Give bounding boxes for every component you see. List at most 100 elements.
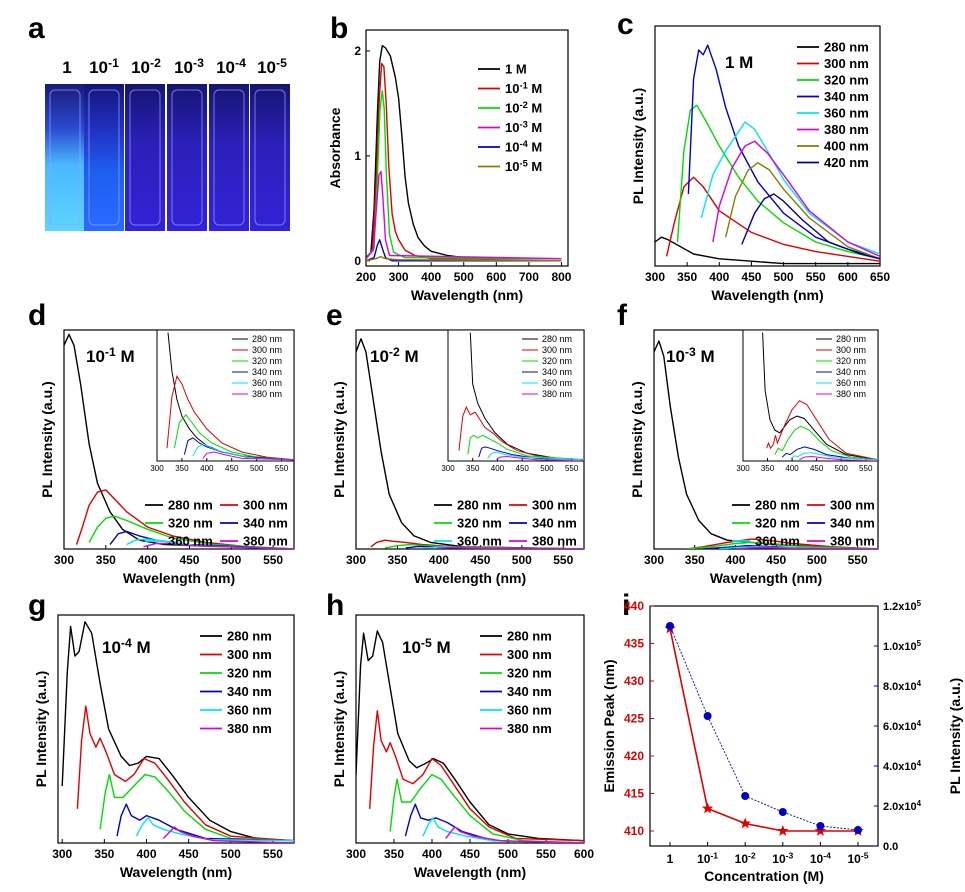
inset-x-tick-label: 500: [540, 464, 554, 473]
vial-label-1e-2: 10-2: [131, 56, 161, 77]
x-tick-label: 300: [389, 270, 409, 284]
x-tick-label: 300: [346, 847, 366, 861]
inset-frame: [447, 329, 585, 462]
inset-legend-label: 300 nm: [836, 345, 866, 355]
y-axis-label: PL Intensity (a.u.): [630, 88, 646, 204]
legend-label: 280 nm: [755, 498, 800, 513]
x-tick-label: 200: [356, 270, 376, 284]
series-line-1-M: [366, 45, 562, 260]
vial-label-1: 1: [62, 58, 71, 77]
series-line-300-nm: [369, 710, 584, 842]
vial-1e-5: [250, 84, 290, 231]
inset-x-tick-label: 550: [275, 464, 289, 473]
circle-marker: [666, 622, 674, 630]
series-line-380-nm: [712, 140, 880, 258]
inset-legend-label: 380 nm: [252, 389, 282, 399]
legend-label: 300 nm: [532, 498, 577, 513]
x-tick-label: 300: [52, 847, 72, 861]
legend-label: 400 nm: [824, 139, 869, 154]
series-line-280-nm: [64, 333, 294, 549]
series-line-320-nm: [686, 541, 878, 549]
legend-label: 280 nm: [457, 498, 502, 513]
x-tick-label: 10-1: [697, 851, 718, 866]
y-left-tick-label: 430: [624, 674, 644, 688]
x-tick-label: 450: [766, 553, 786, 567]
circle-marker: [703, 712, 712, 720]
series-line-10-4-M: [366, 239, 562, 262]
x-tick-label: 300: [645, 270, 665, 284]
concentration-label: 10-2 M: [370, 345, 419, 366]
x-tick-label: 450: [179, 847, 199, 861]
y-left-tick-label: 435: [624, 637, 644, 651]
x-tick-label: 10-3: [772, 851, 793, 866]
panel-g-letter: g: [28, 589, 46, 622]
x-tick-label: 350: [677, 270, 697, 284]
inset-x-tick-label: 350: [466, 464, 480, 473]
y-axis-label: Absorbance: [327, 107, 343, 188]
panel-h-chart: 300 350 400 450 500 550 600 Wavelength (nm) PL I…: [331, 614, 594, 880]
legend-label: 380 nm: [243, 534, 288, 549]
inset-series-line: [469, 332, 584, 461]
panel-f-chart: 300 350 400 450 500 550 Wavelength (nm) PL Inte…: [629, 329, 879, 586]
x-tick-label: 400: [725, 553, 745, 567]
legend-label: 320 nm: [457, 516, 502, 531]
vial-label-1e-4: 10-4: [216, 56, 246, 77]
legend-label: 10-4 M: [505, 139, 542, 155]
legend-label: 300 nm: [507, 647, 552, 662]
x-tick-label: 400: [422, 847, 442, 861]
vial-label-1e-3: 10-3: [174, 56, 204, 77]
concentration-label: 10-3 M: [666, 345, 715, 366]
series-line-280-nm: [655, 236, 880, 265]
panel-b-letter: b: [330, 12, 348, 45]
inset-x-tick-label: 500: [835, 464, 849, 473]
x-tick-label: 450: [741, 270, 761, 284]
x-axis-label: Wavelength (nm): [120, 864, 232, 880]
series-line-380-nm: [437, 547, 584, 549]
y-axis-label: PL Intensity (a.u.): [629, 381, 645, 497]
panel-i-letter: i: [622, 589, 630, 622]
legend-label: 320 nm: [507, 666, 552, 681]
legend-label: 340 nm: [227, 684, 272, 699]
x-tick-label: 600: [838, 270, 858, 284]
x-tick-label: 300: [54, 553, 74, 567]
legend-label: 380 nm: [830, 534, 875, 549]
legend-label: 380 nm: [824, 122, 869, 137]
series-line-300-nm: [75, 489, 294, 549]
y-right-tick-label: 4.0x104: [883, 759, 922, 773]
star-marker: [814, 825, 827, 836]
circle-marker: [854, 826, 862, 834]
legend-label: 320 nm: [755, 516, 800, 531]
inset-series-line: [202, 451, 294, 461]
series-line-380-nm: [735, 547, 878, 549]
y-left-tick-label: 415: [624, 787, 644, 801]
vial-label-1e-1: 10-1: [89, 56, 119, 77]
inset-frame: [156, 329, 295, 462]
y-left-tick-label: 410: [624, 824, 644, 838]
y-axis-label: PL Intensity (a.u.): [331, 671, 347, 787]
inset-series-line: [173, 414, 294, 461]
legend-label: 360 nm: [507, 703, 552, 718]
x-tick-label: 350: [94, 847, 114, 861]
series-line-300-nm: [686, 538, 878, 549]
x-tick-label: 500: [221, 847, 241, 861]
x-tick-label: 500: [774, 270, 794, 284]
x-tick-label: 400: [421, 270, 441, 284]
legend-label: 420 nm: [824, 155, 869, 170]
legend-label: 380 nm: [532, 534, 577, 549]
legend-label: 380 nm: [227, 721, 272, 736]
series-line-Emission-Peak: [669, 628, 858, 832]
legend-label: 380 nm: [507, 721, 552, 736]
y-tick-label: 2: [354, 44, 361, 58]
x-tick-label: 400: [709, 270, 729, 284]
series-line-380-nm: [162, 826, 294, 843]
star-marker: [701, 802, 714, 814]
vial-1e-1: [84, 84, 124, 231]
inset-x-tick-label: 400: [200, 464, 214, 473]
inset-x-tick-label: 300: [736, 464, 750, 473]
inset-legend-label: 360 nm: [252, 378, 282, 388]
panel-i-chart: 410 415 420 425 430 435 440 0.0 2.0x104 4.0x104 6.…: [601, 599, 963, 884]
x-tick-label: 550: [263, 847, 283, 861]
y-right-tick-label: 1.2x105: [883, 599, 922, 613]
